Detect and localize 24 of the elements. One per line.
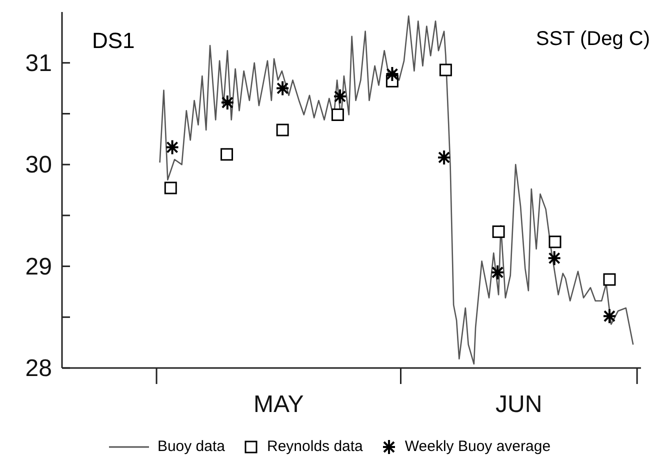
point [602, 308, 616, 324]
point [603, 273, 616, 286]
point [165, 139, 180, 156]
point [220, 148, 234, 161]
point [548, 236, 562, 248]
x-tick-label: JUN [496, 391, 542, 418]
x-tick-label: MAY [254, 391, 304, 418]
annotation: DS1 [92, 28, 135, 54]
y-tick-label: 29 [25, 253, 52, 280]
point [437, 149, 452, 166]
point [276, 80, 290, 96]
legend-label: Weekly Buoy average [404, 438, 551, 455]
point [276, 124, 289, 136]
y-tick-label: 28 [25, 355, 52, 382]
annotation: SST (Deg C) [536, 28, 650, 51]
point [385, 66, 400, 82]
point [547, 250, 562, 266]
y-tick-label: 30 [25, 152, 52, 179]
legend-label: Buoy data [157, 438, 225, 455]
y-tick-label: 31 [25, 50, 52, 77]
point [331, 108, 344, 121]
point [439, 64, 452, 76]
legend-label: Reynolds data [267, 438, 363, 455]
point [220, 94, 234, 111]
